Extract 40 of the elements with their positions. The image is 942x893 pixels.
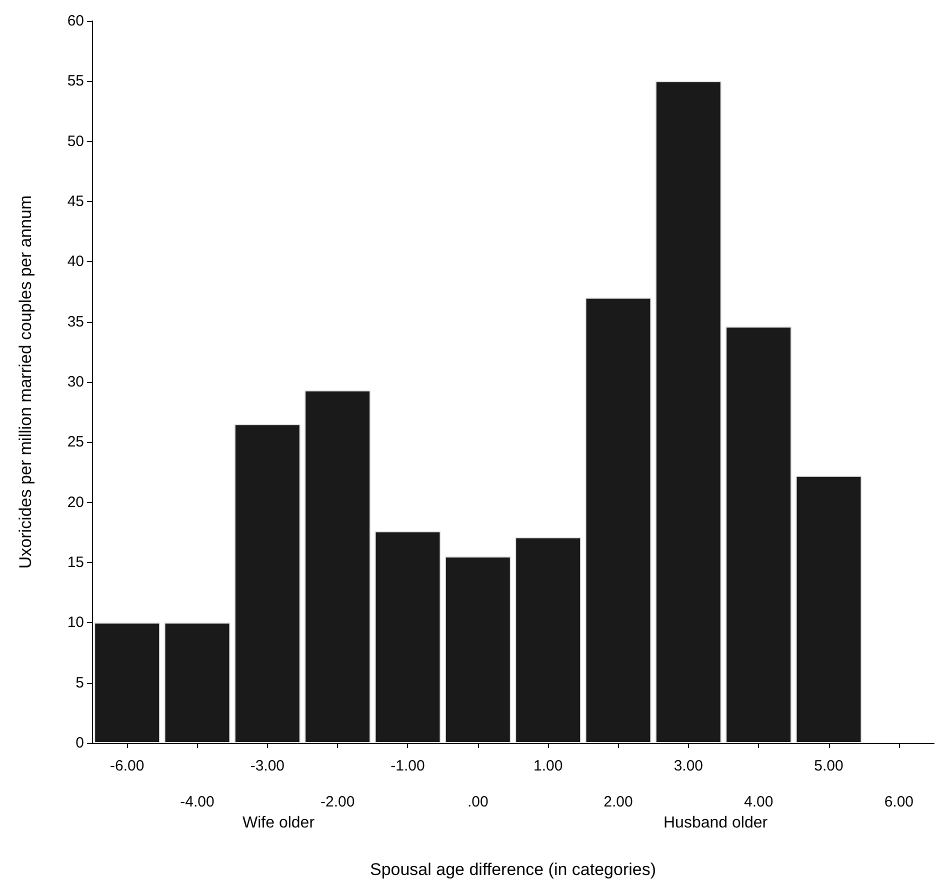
y-tick-label: 60 xyxy=(67,12,84,30)
y-tick-label: 20 xyxy=(67,494,84,511)
x-tick-label: 2.00 xyxy=(604,794,633,810)
bar xyxy=(444,556,511,743)
bar xyxy=(164,622,230,743)
bar xyxy=(796,476,862,743)
y-tick-label: 45 xyxy=(67,193,84,210)
x-tick-label: -6.00 xyxy=(110,758,144,774)
text: Wife older xyxy=(242,814,316,832)
y-axis-title: Uxoricides per million married couples per annum xyxy=(16,195,35,569)
y-tick-label: 15 xyxy=(67,554,84,571)
x-tick-label: -2.00 xyxy=(320,794,355,810)
x-tick-label: 1.00 xyxy=(533,758,563,774)
y-tick-label: 40 xyxy=(67,253,84,270)
y-tick-label: 35 xyxy=(67,313,84,330)
bar xyxy=(726,326,792,743)
y-tick-label: 5 xyxy=(76,674,84,692)
x-tick-label: 6.00 xyxy=(884,794,914,810)
y-tick-label: 55 xyxy=(67,72,84,90)
bar xyxy=(94,622,160,743)
bar xyxy=(304,390,371,743)
bar xyxy=(585,298,652,743)
x-tick-label: -3.00 xyxy=(250,758,285,774)
bar xyxy=(374,531,441,743)
y-tick-label: 25 xyxy=(67,434,84,451)
text: Husband older xyxy=(664,814,768,832)
x-tick-label: 4.00 xyxy=(744,794,774,810)
y-tick-label: 0 xyxy=(76,734,84,752)
bar xyxy=(515,537,582,743)
bar xyxy=(234,424,300,743)
x-tick-label: .00 xyxy=(467,794,488,810)
y-tick-label: 10 xyxy=(67,614,84,632)
bar xyxy=(655,81,722,743)
x-tick-label: -1.00 xyxy=(390,758,425,774)
x-tick-label: -4.00 xyxy=(180,794,214,810)
x-tick-label: 5.00 xyxy=(814,758,844,774)
y-tick-label: 50 xyxy=(67,132,84,150)
y-tick-label: 30 xyxy=(67,374,84,390)
x-tick-label: 3.00 xyxy=(674,758,704,774)
x-axis-title: Spousal age difference (in categories) xyxy=(370,860,656,879)
